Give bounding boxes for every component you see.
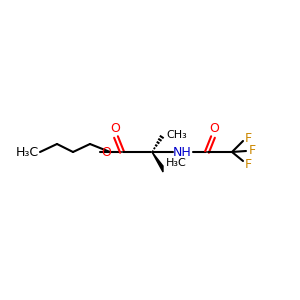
Text: O: O [110,122,120,134]
Text: O: O [101,146,111,158]
Polygon shape [152,152,163,172]
Text: F: F [244,131,252,145]
Text: O: O [209,122,219,134]
Text: H₃C: H₃C [16,146,39,158]
Text: NH: NH [172,146,191,158]
Text: F: F [244,158,252,170]
Text: H₃C: H₃C [166,158,187,168]
Text: F: F [248,145,256,158]
Text: CH₃: CH₃ [166,130,187,140]
